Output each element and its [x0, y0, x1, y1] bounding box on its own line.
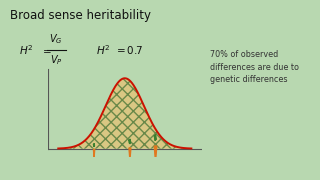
Polygon shape [129, 139, 131, 143]
Text: $V_G$: $V_G$ [49, 33, 63, 46]
Polygon shape [154, 146, 157, 162]
Text: Broad sense heritability: Broad sense heritability [10, 9, 151, 22]
Text: 70% of observed
differences are due to
genetic differences: 70% of observed differences are due to g… [210, 50, 299, 84]
Polygon shape [129, 148, 131, 160]
Text: $H^2$: $H^2$ [19, 44, 34, 57]
Polygon shape [129, 140, 130, 144]
Polygon shape [93, 149, 95, 157]
Text: $= 0.7$: $= 0.7$ [114, 44, 143, 56]
Text: $=$: $=$ [40, 45, 52, 55]
Polygon shape [155, 134, 156, 139]
Polygon shape [154, 135, 156, 141]
Polygon shape [93, 144, 94, 147]
Text: $V_P$: $V_P$ [50, 53, 62, 67]
Text: $H^2$: $H^2$ [96, 44, 110, 57]
